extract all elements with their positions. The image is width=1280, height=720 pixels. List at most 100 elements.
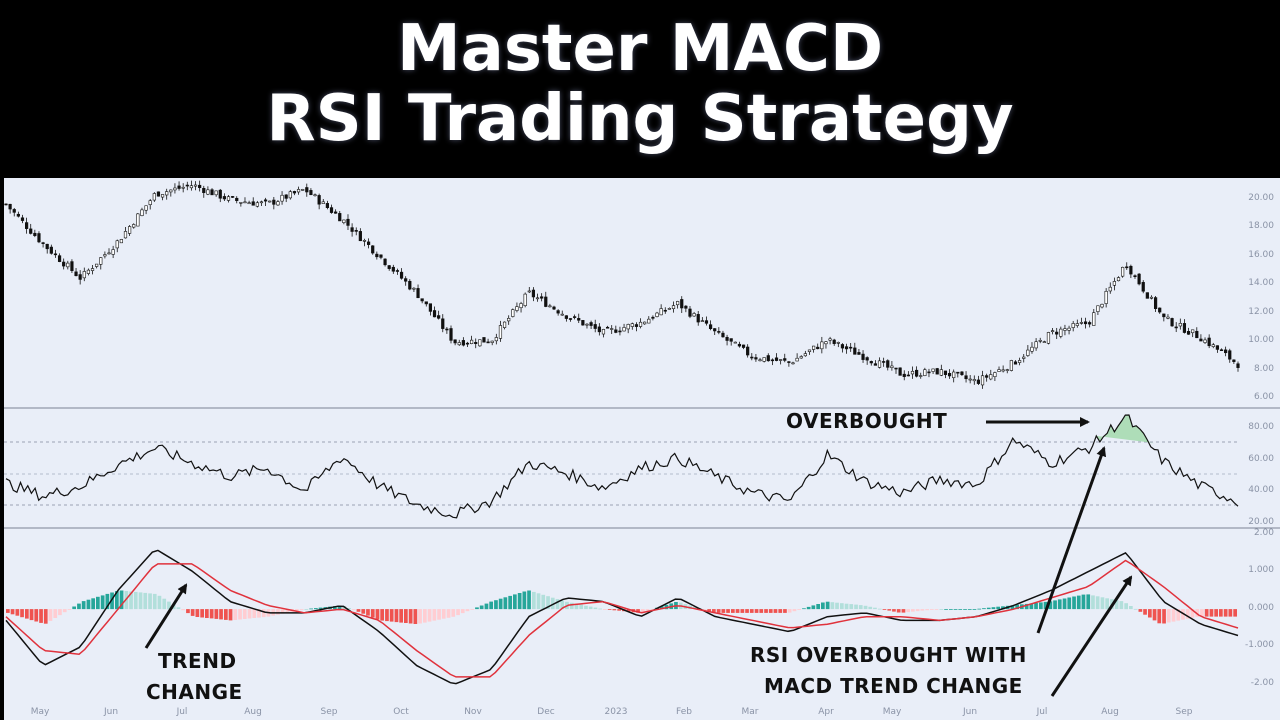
macd-histogram-bar <box>366 609 370 616</box>
macd-histogram-bar <box>944 609 948 610</box>
macd-histogram-bar <box>972 609 977 610</box>
price-candle <box>62 261 66 267</box>
x-tick: Jul <box>1036 707 1048 717</box>
price-candle <box>647 318 651 324</box>
trading-chart: 20.00 18.00 16.00 14.00 12.00 10.00 8.00… <box>4 180 1280 717</box>
macd-histogram-bar <box>228 609 233 621</box>
price-candle <box>828 338 832 341</box>
title-line-2: RSI Trading Strategy <box>266 82 1014 156</box>
macd-histogram-bar <box>224 609 228 620</box>
macd-histogram-bar <box>806 606 811 610</box>
price-candle <box>671 305 676 310</box>
macd-histogram-bar <box>1195 609 1200 617</box>
price-candle <box>255 202 259 207</box>
price-candle <box>268 200 272 203</box>
price-candle <box>313 194 317 197</box>
title-line-1: Master MACD <box>396 12 884 86</box>
macd-histogram-bar <box>1133 608 1138 610</box>
macd-histogram-bar <box>1162 609 1166 624</box>
macd-histogram-bar <box>494 600 498 610</box>
macd-histogram-bar <box>1119 601 1124 610</box>
price-candle <box>869 361 873 364</box>
price-candle <box>1219 349 1224 352</box>
macd-histogram-bar <box>91 598 95 610</box>
macd-histogram-bar <box>119 590 124 610</box>
macd-line <box>5 549 1239 685</box>
price-candle <box>783 358 787 361</box>
macd-histogram-bar <box>214 609 219 619</box>
price-candle <box>552 306 556 310</box>
price-candle <box>152 193 156 201</box>
macd-histogram-bar <box>238 609 242 620</box>
price-tick: 14.00 <box>1248 278 1274 288</box>
macd-histogram-bar <box>176 607 181 610</box>
title-banner: Master MACD RSI Trading Strategy <box>0 0 1280 178</box>
price-candle <box>985 375 989 378</box>
price-candle <box>16 213 20 217</box>
price-candle <box>111 249 115 255</box>
macd-histogram-bar <box>1039 602 1043 610</box>
price-candle <box>589 322 593 326</box>
macd-histogram-bar <box>930 609 934 610</box>
price-candle <box>1018 360 1022 363</box>
price-candle <box>548 305 552 308</box>
macd-histogram-bar <box>693 606 697 610</box>
price-candle <box>857 352 861 355</box>
macd-histogram-bar <box>1095 596 1100 610</box>
price-candle <box>1195 330 1199 339</box>
price-candle <box>210 189 214 196</box>
macd-trend-change-arrow <box>1050 575 1133 697</box>
price-candle <box>165 191 169 196</box>
price-candle <box>449 328 453 341</box>
price-candle <box>99 257 103 265</box>
price-candle <box>733 341 737 344</box>
macd-histogram-bar <box>1043 601 1048 610</box>
price-candle <box>754 357 758 360</box>
macd-histogram-bar <box>821 602 825 610</box>
macd-histogram-bar <box>1157 609 1162 624</box>
macd-histogram-bar <box>560 600 565 610</box>
price-candle <box>206 189 210 195</box>
macd-histogram-bar <box>186 609 190 614</box>
price-candle <box>972 379 976 382</box>
macd-histogram-bar <box>802 608 806 610</box>
macd-histogram-bar <box>48 609 53 621</box>
price-candle <box>511 309 515 317</box>
price-candle <box>1207 337 1211 347</box>
rsi-panel <box>5 414 1239 519</box>
trend-change-arrow <box>144 583 188 649</box>
macd-histogram-bar <box>503 597 508 610</box>
price-candle <box>750 356 754 359</box>
macd-histogram-bar <box>1062 598 1067 610</box>
price-candle <box>103 254 107 257</box>
macd-histogram-bar <box>906 609 910 613</box>
macd-histogram-bar <box>133 591 138 610</box>
macd-histogram-bar <box>1024 603 1029 610</box>
price-candle <box>968 378 972 381</box>
price-candle <box>989 374 993 380</box>
macd-histogram-bar <box>451 609 456 617</box>
macd-histogram-bar <box>816 604 820 610</box>
price-candle <box>119 239 123 244</box>
macd-histogram-bar <box>887 609 892 611</box>
macd-histogram-bar <box>252 609 257 618</box>
macd-histogram-bar <box>432 609 437 621</box>
price-tick: 10.00 <box>1248 335 1274 345</box>
macd-histogram-bar <box>716 609 721 613</box>
price-candle <box>148 200 152 205</box>
macd-histogram-bar <box>797 609 801 610</box>
price-candle <box>90 268 95 271</box>
price-candle <box>791 362 795 365</box>
macd-histogram-bar <box>977 608 982 610</box>
x-tick: Oct <box>393 707 409 717</box>
price-candle <box>338 213 342 222</box>
macd-histogram-bar <box>1223 609 1228 617</box>
x-tick: Jun <box>962 707 977 717</box>
price-candle <box>1133 275 1137 277</box>
price-candle <box>350 227 354 232</box>
price-candle <box>474 342 478 344</box>
price-candle <box>741 344 746 348</box>
price-candle <box>272 199 276 205</box>
macd-histogram-bar <box>811 605 816 610</box>
price-candle <box>820 341 824 350</box>
